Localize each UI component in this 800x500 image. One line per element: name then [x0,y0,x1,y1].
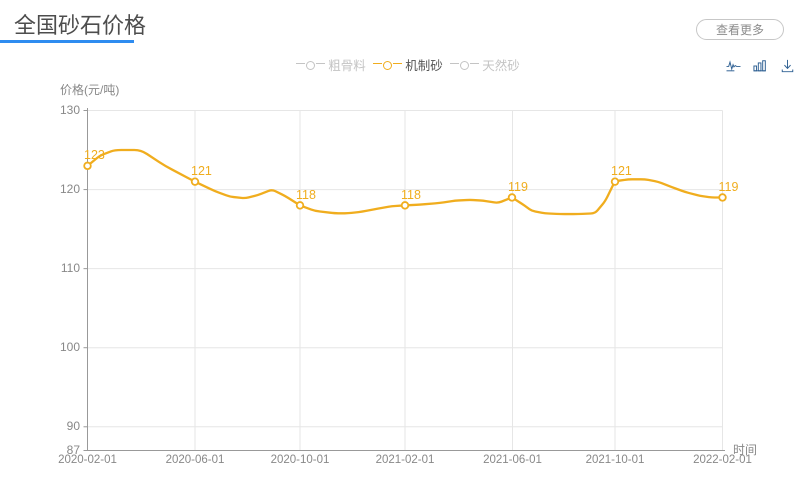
svg-text:2020-10-01: 2020-10-01 [271,454,330,466]
svg-text:100: 100 [60,340,80,354]
svg-text:2020-06-01: 2020-06-01 [166,454,225,466]
svg-text:120: 120 [60,182,80,196]
svg-text:2021-10-01: 2021-10-01 [586,454,645,466]
svg-text:90: 90 [67,419,81,433]
svg-text:118: 118 [296,188,316,202]
svg-text:2020-02-01: 2020-02-01 [58,454,117,466]
svg-text:119: 119 [508,180,528,194]
svg-text:2021-02-01: 2021-02-01 [376,454,435,466]
svg-text:118: 118 [401,188,421,202]
svg-text:时间: 时间 [733,443,757,457]
svg-text:2021-06-01: 2021-06-01 [483,454,542,466]
svg-text:130: 130 [60,103,80,117]
svg-text:121: 121 [191,164,212,178]
svg-text:110: 110 [61,261,80,275]
svg-text:119: 119 [719,180,739,194]
svg-text:121: 121 [611,164,632,178]
svg-text:123: 123 [84,148,105,162]
